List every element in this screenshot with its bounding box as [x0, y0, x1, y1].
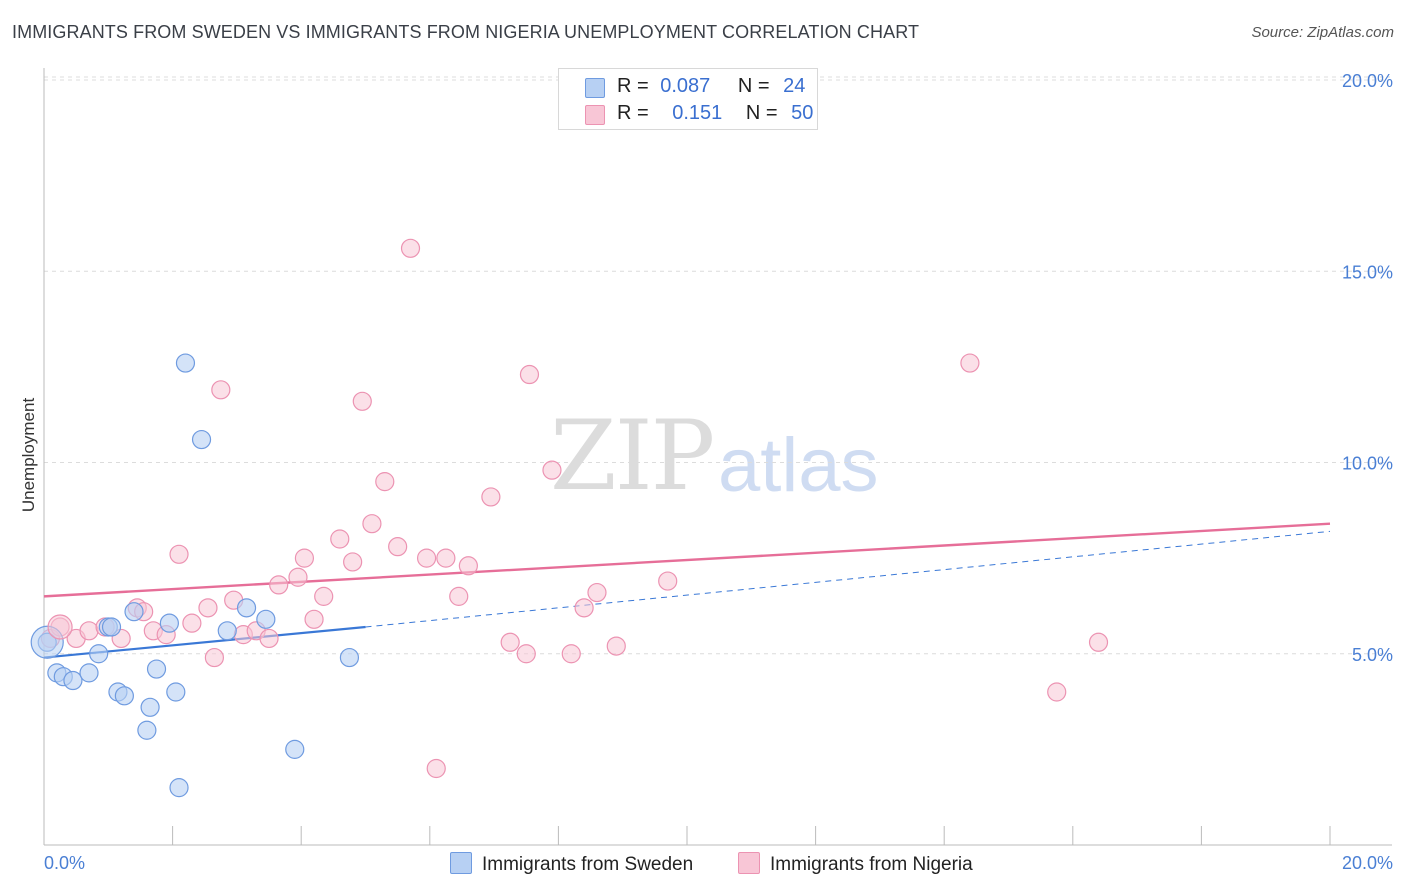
point-nigeria [1047, 682, 1067, 702]
tick-labels: 5.0% 10.0% 15.0% 20.0% 0.0% 20.0% [44, 71, 1393, 873]
point-nigeria [294, 548, 315, 568]
legend-n-value-nigeria: 50 [791, 102, 814, 124]
point-nigeria [269, 575, 289, 595]
point-sweden [146, 659, 167, 679]
legend-r-value-sweden: 0.087 [660, 75, 711, 97]
bottom-legend-swatch-sweden [450, 852, 472, 874]
point-nigeria [960, 353, 980, 373]
legend-r-value-nigeria: 0.151 [672, 102, 723, 124]
point-nigeria [449, 586, 469, 606]
grid [44, 76, 1390, 655]
legend-text-sweden: R = 0.087 N = 24 [617, 75, 805, 98]
point-sweden [256, 609, 276, 629]
point-nigeria [458, 556, 478, 576]
point-nigeria [304, 609, 324, 629]
legend-text-nigeria: R = 0.151 N = 50 [617, 102, 813, 125]
point-nigeria [606, 636, 626, 656]
trend-line-nigeria [43, 522, 1331, 598]
point-nigeria [426, 758, 446, 779]
point-nigeria [561, 644, 581, 664]
legend-n-label: N = [745, 102, 778, 124]
point-sweden [89, 644, 109, 664]
y-tick-label: 15.0% [1342, 262, 1393, 282]
point-sweden [124, 602, 144, 622]
point-nigeria [542, 460, 562, 480]
legend-n-label: N = [737, 75, 770, 97]
y-tick-label: 20.0% [1342, 71, 1393, 91]
point-sweden [140, 697, 160, 717]
point-nigeria [587, 582, 607, 603]
point-nigeria [330, 529, 350, 549]
axes [43, 68, 1392, 846]
x-tick-label-min: 0.0% [44, 853, 85, 873]
point-nigeria [516, 644, 536, 664]
point-sweden [63, 670, 83, 691]
bottom-legend-swatch-nigeria [738, 852, 760, 874]
point-nigeria [79, 621, 99, 641]
bottom-legend-label-nigeria: Immigrants from Nigeria [770, 854, 973, 875]
trend-line-sweden-extrapolated [365, 530, 1331, 628]
y-tick-label: 10.0% [1342, 454, 1393, 474]
correlation-legend: R = 0.087 N = 24 R = 0.151 N = 50 [558, 68, 818, 130]
point-nigeria [400, 238, 421, 258]
legend-r-label: R = [617, 102, 649, 124]
x-tick-label-max: 20.0% [1342, 853, 1393, 873]
point-nigeria [388, 537, 408, 557]
legend-swatch-sweden [585, 78, 605, 98]
point-sweden [169, 778, 189, 798]
point-nigeria-cluster [47, 614, 73, 640]
point-nigeria [519, 364, 540, 385]
y-axis-title: Unemployment [19, 398, 38, 513]
point-nigeria [343, 552, 363, 572]
point-sweden [114, 686, 134, 706]
point-sweden [175, 353, 196, 373]
legend-n-value-sweden: 24 [783, 75, 806, 97]
bottom-legend-nigeria: Immigrants from Nigeria [738, 852, 973, 876]
point-nigeria [658, 571, 678, 591]
point-sweden [166, 682, 186, 702]
source-label: Source: ZipAtlas.com [1251, 24, 1394, 41]
point-sweden [191, 429, 212, 450]
point-nigeria [182, 613, 202, 633]
watermark-zip: ZIP [550, 400, 715, 512]
chart-title: IMMIGRANTS FROM SWEDEN VS IMMIGRANTS FRO… [12, 22, 920, 42]
point-nigeria [481, 487, 501, 507]
bottom-legend-label-sweden: Immigrants from Sweden [482, 854, 694, 875]
bottom-legend-sweden: Immigrants from Sweden [450, 852, 693, 876]
point-sweden [137, 720, 157, 740]
point-nigeria [204, 647, 224, 668]
point-nigeria [314, 586, 334, 606]
point-nigeria [259, 628, 279, 649]
legend-r-label: R = [617, 75, 649, 97]
point-nigeria [436, 548, 456, 568]
point-sweden [339, 647, 360, 668]
point-nigeria [416, 548, 437, 568]
legend-swatch-nigeria [585, 105, 605, 125]
point-sweden [79, 663, 99, 683]
point-nigeria [288, 567, 308, 587]
point-nigeria [574, 598, 594, 618]
point-nigeria [500, 632, 520, 652]
point-nigeria [362, 514, 382, 534]
point-sweden [159, 613, 179, 633]
y-tick-label: 5.0% [1352, 645, 1393, 665]
point-nigeria [169, 544, 189, 564]
points [30, 238, 1109, 798]
point-nigeria [375, 472, 395, 492]
point-sweden [236, 598, 257, 618]
point-sweden [101, 617, 122, 637]
point-nigeria [211, 380, 231, 400]
watermark-atlas: atlas [718, 423, 879, 508]
point-sweden [285, 739, 305, 759]
point-sweden [217, 621, 237, 641]
point-nigeria [352, 391, 372, 411]
point-nigeria [198, 598, 218, 618]
point-nigeria [1088, 632, 1109, 652]
